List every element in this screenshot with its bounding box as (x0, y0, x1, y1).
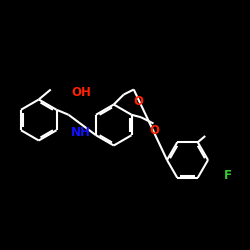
Text: F: F (224, 169, 232, 182)
Text: O: O (134, 95, 144, 108)
Text: O: O (149, 124, 159, 137)
Text: OH: OH (71, 86, 91, 100)
Text: NH: NH (71, 126, 91, 140)
